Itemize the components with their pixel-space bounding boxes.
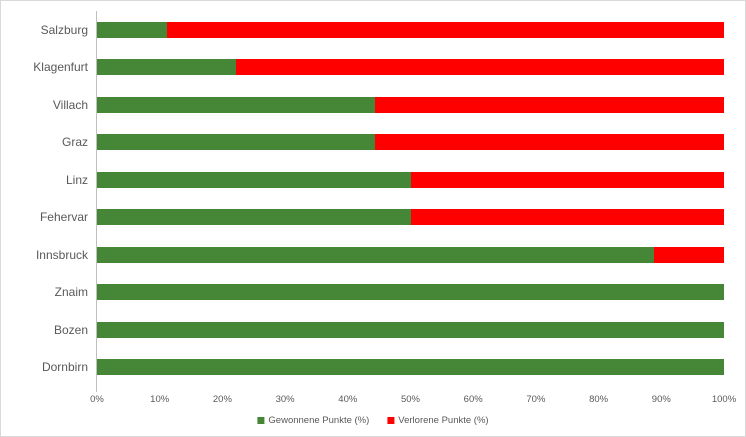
bar-track [97, 161, 724, 199]
bar-segment[interactable] [236, 59, 724, 76]
category-label: Linz [65, 172, 88, 187]
bar-segment[interactable] [97, 21, 167, 38]
category-axis-line [96, 11, 97, 392]
stacked-bar[interactable] [97, 21, 724, 38]
stacked-bar[interactable] [97, 209, 724, 226]
bar-track [97, 236, 724, 274]
bar-segment[interactable] [97, 209, 411, 226]
stacked-bar[interactable] [97, 134, 724, 151]
category-label: Salzburg [40, 22, 88, 37]
bar-row: Klagenfurt [1, 49, 724, 87]
bar-track [97, 49, 724, 87]
x-axis-tick-label: 60% [463, 394, 483, 405]
bar-segment[interactable] [97, 321, 724, 338]
stacked-bar[interactable] [97, 284, 724, 301]
bar-segment[interactable] [375, 96, 724, 113]
stacked-bar[interactable] [97, 171, 724, 188]
bar-row: Linz [1, 161, 724, 199]
legend: Gewonnene Punkte (%) Verlorene Punkte (%… [257, 415, 489, 426]
x-axis-tick-label: 100% [711, 394, 737, 405]
bar-segment[interactable] [410, 171, 724, 188]
bar-track [97, 311, 724, 349]
legend-green-swatch-icon [257, 417, 265, 424]
x-axis-tick-labels: 0% 10% 20% 30% 40% 50% 60% 70% 80% 90% 100% [1, 394, 745, 408]
category-label: Klagenfurt [33, 60, 88, 75]
stacked-bar[interactable] [97, 359, 724, 376]
bar-row: Salzburg [1, 11, 724, 49]
category-label: Graz [61, 135, 88, 150]
x-axis-tick-label: 30% [275, 394, 295, 405]
x-axis-tick-label: 90% [651, 394, 671, 405]
bar-row: Fehervar [1, 199, 724, 237]
stacked-bar[interactable] [97, 59, 724, 76]
bar-segment[interactable] [97, 96, 376, 113]
bar-track [97, 199, 724, 237]
x-axis-tick-label: 80% [589, 394, 609, 405]
category-label: Fehervar [39, 210, 88, 225]
bar-row: Znaim [1, 274, 724, 312]
legend-item-verlorene: Verlorene Punkte (%) [387, 415, 489, 426]
bar-segment[interactable] [166, 21, 724, 38]
bar-row: Dornbirn [1, 349, 724, 387]
bar-row: Bozen [1, 311, 724, 349]
x-axis-tick-label: 40% [338, 394, 358, 405]
bar-segment[interactable] [410, 209, 724, 226]
bar-segment[interactable] [97, 359, 724, 376]
bar-row: Villach [1, 86, 724, 124]
bar-track [97, 274, 724, 312]
bar-row: Graz [1, 124, 724, 162]
legend-label-verlorene: Verlorene Punkte (%) [398, 415, 489, 426]
stacked-bar[interactable] [97, 246, 724, 263]
bar-track [97, 124, 724, 162]
bar-segment[interactable] [97, 284, 724, 301]
bar-track [97, 349, 724, 387]
bar-track [97, 11, 724, 49]
category-label: Bozen [53, 322, 88, 337]
x-axis-tick-label: 50% [400, 394, 421, 405]
bar-segment[interactable] [97, 134, 376, 151]
category-label: Znaim [54, 285, 88, 300]
category-label: Innsbruck [35, 247, 88, 262]
x-axis-tick-label: 0% [90, 394, 104, 405]
category-label: Villach [52, 97, 88, 112]
category-label: Dornbirn [41, 360, 88, 375]
stacked-bar[interactable] [97, 96, 724, 113]
bar-segment[interactable] [97, 59, 237, 76]
bar-segment[interactable] [97, 171, 411, 188]
stacked-bar[interactable] [97, 321, 724, 338]
legend-item-gewonnene: Gewonnene Punkte (%) [257, 415, 369, 426]
bar-segment[interactable] [375, 134, 724, 151]
bar-row: Innsbruck [1, 236, 724, 274]
x-axis-tick-label: 10% [150, 394, 170, 405]
bar-track [97, 86, 724, 124]
legend-label-gewonnene: Gewonnene Punkte (%) [268, 415, 370, 426]
x-axis-tick-label: 20% [212, 394, 232, 405]
bar-rows: Salzburg Klagenfurt Villach Graz Linz Feherva… [1, 11, 724, 386]
bar-segment[interactable] [97, 246, 655, 263]
bar-segment[interactable] [654, 246, 724, 263]
legend-red-swatch-icon [387, 417, 395, 424]
x-axis-tick-label: 70% [526, 394, 546, 405]
